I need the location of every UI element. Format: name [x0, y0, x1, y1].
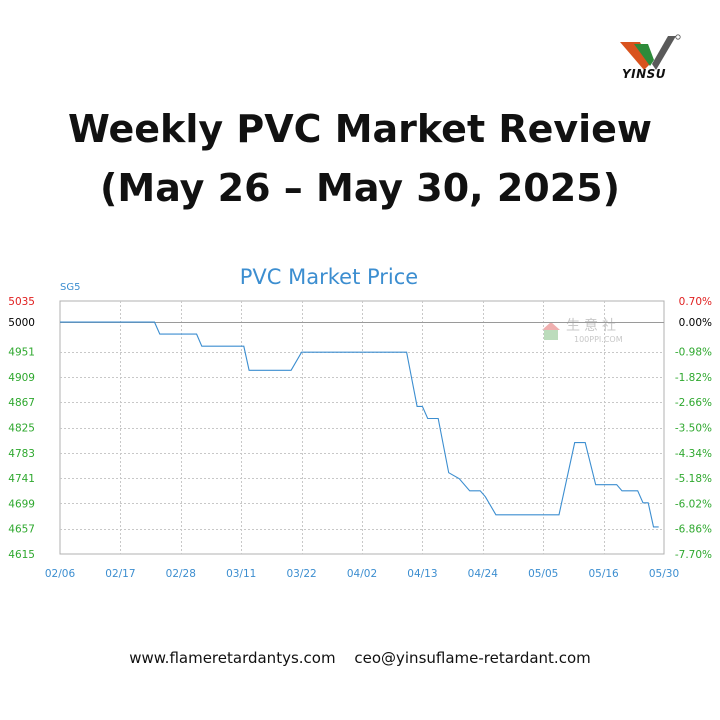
plot-area [59, 300, 665, 555]
x-tick-label: 02/28 [166, 568, 196, 580]
x-tick-label: 04/24 [468, 568, 499, 580]
footer-email: ceo@yinsuflame-retardant.com [354, 649, 591, 667]
y-right-tick-label: -1.82% [675, 372, 712, 384]
y-left-tick-label: 4825 [8, 423, 35, 435]
y-right-tick-label: -6.86% [675, 524, 712, 536]
series-label: SG5 [60, 282, 80, 293]
x-tick-label: 04/13 [407, 568, 437, 580]
x-tick-label: 02/06 [45, 568, 76, 580]
watermark-text: 生意社 [566, 317, 620, 334]
yinsu-logo [620, 34, 681, 70]
page-subtitle-date-range: (May 26 – May 30, 2025) [100, 166, 620, 210]
x-tick-label: 04/02 [347, 568, 377, 580]
page-title: Weekly PVC Market Review [67, 107, 653, 151]
y-right-tick-label: -2.66% [675, 397, 712, 409]
y-right-tick-label: -3.50% [675, 423, 712, 435]
x-axis: 02/06 02/17 02/28 03/11 03/22 04/02 04/13 04/24… [45, 568, 679, 580]
pvc-price-chart: PVC Market Price SG5 生意社 100PPI.COM 5035… [8, 265, 712, 580]
y-left-tick-label: 4909 [8, 372, 35, 384]
x-tick-label: 05/30 [649, 568, 679, 580]
y-right-tick-label: -0.98% [675, 347, 712, 359]
y-right-tick-label: 0.00% [679, 317, 712, 329]
chart-title: PVC Market Price [240, 265, 418, 289]
y-axis-left: 5035 5000 4951 4909 4867 4825 4783 4741 4699 4657… [8, 296, 35, 561]
y-right-tick-label: 0.70% [679, 296, 712, 308]
series-line-sg5 [60, 321, 659, 528]
y-right-tick-label: -5.18% [675, 473, 712, 485]
y-left-tick-label: 4951 [8, 347, 35, 359]
y-left-tick-label: 4783 [8, 448, 35, 460]
x-tick-label: 03/22 [286, 568, 316, 580]
brand-name: YINSU [621, 67, 667, 81]
logo-registered-mark [675, 34, 681, 40]
y-left-tick-label: 4741 [8, 473, 35, 485]
y-left-tick-label: 5000 [8, 317, 35, 329]
y-right-tick-label: -6.02% [675, 498, 712, 510]
footer-contact: www.flameretardantys.com ceo@yinsuflame-… [0, 649, 720, 667]
x-tick-label: 05/16 [588, 568, 619, 580]
plot-border [59, 300, 665, 555]
y-left-tick-label: 4867 [8, 397, 35, 409]
x-tick-label: 05/05 [528, 568, 558, 580]
watermark: 生意社 100PPI.COM [542, 317, 623, 344]
logo-green-wing [634, 44, 654, 66]
y-left-tick-label: 4699 [8, 498, 35, 510]
x-tick-label: 02/17 [105, 568, 135, 580]
x-tick-label: 03/11 [226, 568, 256, 580]
logo-gray-wing [652, 36, 676, 70]
y-axis-right: 0.70% 0.00% -0.98% -1.82% -2.66% -3.50% -4.34%… [675, 296, 712, 561]
y-right-tick-label: -4.34% [675, 448, 712, 460]
y-left-tick-label: 4657 [8, 524, 35, 536]
grid-lines [60, 301, 664, 554]
y-left-tick-label: 5035 [8, 296, 35, 308]
series-layer [60, 321, 659, 528]
y-left-tick-label: 4615 [8, 549, 35, 561]
watermark-logo-icon [542, 322, 560, 340]
watermark-subtext: 100PPI.COM [574, 335, 623, 344]
footer-website: www.flameretardantys.com [129, 649, 336, 667]
y-right-tick-label: -7.70% [675, 549, 712, 561]
